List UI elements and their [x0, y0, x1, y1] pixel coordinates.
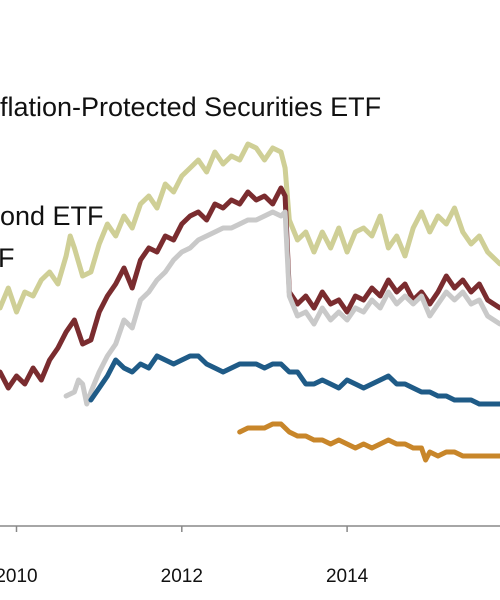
series-line-1: [0, 141, 500, 315]
series-line-3: [63, 209, 500, 407]
series-lines: [0, 141, 500, 463]
series-line-2: [0, 185, 500, 391]
series-line-5: [237, 421, 500, 463]
x-tick-label: 2012: [161, 566, 203, 587]
annotation-etf-fragment: F: [0, 243, 15, 273]
series-line-4: [88, 353, 500, 407]
annotation-bond-etf: ond ETF: [0, 201, 104, 231]
x-tick-labels: 2010201220142: [0, 566, 369, 587]
x-axis: [0, 525, 500, 532]
x-tick-label: 2010: [0, 566, 38, 587]
x-tick-label: 2014: [326, 566, 369, 587]
annotation-tips-etf: flation-Protected Securities ETF: [0, 92, 381, 122]
